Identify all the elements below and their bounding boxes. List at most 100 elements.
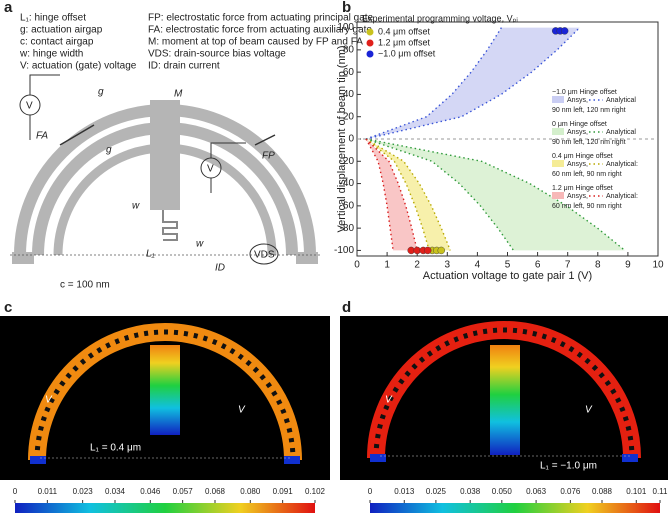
legend-swatch — [552, 96, 564, 103]
colorbar-tick-label: 0 — [13, 487, 18, 496]
analytical-line — [365, 138, 430, 251]
legend-swatch — [552, 160, 564, 167]
x-axis-label: Actuation voltage to gate pair 1 (V) — [423, 270, 592, 282]
y-tick-label: -60 — [340, 200, 355, 211]
y-tick-label: 100 — [337, 22, 354, 33]
sim-label: V — [385, 395, 393, 406]
x-tick-label: 9 — [625, 260, 631, 271]
x-tick-label: 8 — [595, 260, 601, 271]
y-tick-label: 20 — [343, 111, 355, 122]
legend-text: c: contact airgap — [20, 37, 94, 48]
x-tick-label: 3 — [445, 260, 451, 271]
legend-group-title: 0 μm Hinge offset — [552, 121, 607, 128]
diagram-label: g — [98, 87, 104, 98]
y-tick-label: -40 — [340, 178, 355, 189]
y-tick-label: 0 — [348, 134, 354, 145]
legend-text: FA: electrostatic force from actuating a… — [148, 25, 372, 36]
colorbar-tick-label: 0.050 — [492, 487, 513, 496]
legend-note: 90 nm left, 120 nm right — [552, 139, 626, 146]
diagram-label: g — [106, 145, 112, 156]
colorbar — [15, 503, 315, 513]
y-axis-label: Vertical displacement of beam tip (nm) — [336, 45, 348, 232]
colorbar-tick-label: 0.034 — [105, 487, 126, 496]
legend-group-title: 0.4 μm Hinge offset — [552, 153, 613, 160]
legend-text: g: actuation airgap — [20, 25, 103, 36]
legend-text: V: actuation (gate) voltage — [20, 61, 137, 72]
x-tick-label: 10 — [652, 260, 664, 271]
legend-text: Analytical: — [606, 193, 638, 200]
legend-text: Ansys, — [567, 129, 588, 136]
legend-text: Analytical — [606, 97, 636, 104]
legend-text: −1.0 μm offset — [378, 48, 436, 58]
legend-swatch — [552, 128, 564, 135]
legend-note: 60 nm left, 90 nm right — [552, 203, 622, 210]
sim-label: L₁ = 0.4 μm — [90, 443, 141, 454]
x-tick-label: 7 — [565, 260, 571, 271]
diagram-label: w — [196, 239, 204, 250]
diagram-label: V — [26, 101, 33, 112]
ansys-band — [366, 139, 418, 251]
legend-text: VDS: drain-source bias voltage — [148, 49, 286, 60]
legend-group-title: −1.0 μm Hinge offset — [552, 89, 617, 96]
diagram-label: FA — [36, 131, 48, 142]
colorbar-tick-label: 0.080 — [240, 487, 261, 496]
panel-label: b — [342, 0, 351, 16]
x-tick-label: 5 — [505, 260, 511, 271]
sim-label: L₁ = −1.0 μm — [540, 461, 597, 472]
sim-label: V — [585, 405, 593, 416]
analytical-line — [365, 138, 418, 251]
panel-label: c — [4, 299, 12, 316]
legend-text: ID: drain current — [148, 61, 220, 72]
colorbar-tick-label: 0.025 — [426, 487, 447, 496]
legend-swatch — [552, 192, 564, 199]
colorbar-tick-label: 0.11 — [653, 487, 668, 496]
analytical-line — [365, 138, 626, 251]
diagram-label: V — [207, 164, 214, 175]
legend-text: w: hinge width — [19, 49, 83, 60]
colorbar-tick-label: 0.023 — [73, 487, 94, 496]
diagram-label: c = 100 nm — [60, 280, 110, 291]
legend-text: Analytical: — [606, 161, 638, 168]
legend-marker — [366, 39, 374, 47]
colorbar-tick-label: 0.013 — [394, 487, 415, 496]
simulation-d — [367, 321, 641, 462]
x-tick-label: 1 — [384, 260, 390, 271]
y-tick-label: 60 — [343, 67, 355, 78]
ansys-band — [366, 139, 451, 251]
panel-label: a — [4, 0, 13, 16]
analytical-line — [365, 27, 581, 140]
ansys-band — [366, 27, 580, 140]
y-tick-label: 40 — [343, 89, 355, 100]
y-tick-label: -100 — [334, 245, 354, 256]
experimental-point — [424, 246, 432, 255]
colorbar-tick-label: 0.101 — [626, 487, 647, 496]
legend-text: Analytical — [606, 129, 636, 136]
colorbar-tick-label: 0.091 — [273, 487, 294, 496]
analytical-line — [365, 27, 503, 140]
colorbar-tick-label: 0.102 — [305, 487, 326, 496]
colorbar-tick-label: 0.057 — [173, 487, 194, 496]
diagram-label: FP — [262, 151, 275, 162]
legend-text: Ansys, — [567, 161, 588, 168]
x-tick-label: 4 — [475, 260, 481, 271]
legend-note: 90 nm left, 120 nm right — [552, 107, 626, 114]
colorbar-tick-label: 0.076 — [560, 487, 581, 496]
sim-label: V — [238, 405, 246, 416]
device-diagram — [10, 74, 320, 265]
legend-text: 0.4 μm offset — [378, 26, 431, 36]
sim-label: V — [45, 395, 53, 406]
colorbar-tick-label: 0.046 — [140, 487, 161, 496]
x-tick-label: 2 — [414, 260, 420, 271]
y-tick-label: -20 — [340, 156, 355, 167]
legend-note: 60 nm left, 90 nm right — [552, 171, 622, 178]
diagram-label: ID — [215, 263, 225, 274]
legend-text: 1.2 μm offset — [378, 37, 431, 47]
legend-marker — [366, 50, 374, 58]
colorbar-tick-label: 0.068 — [205, 487, 226, 496]
colorbar-tick-label: 0.063 — [526, 487, 547, 496]
legend-group-title: 1.2 μm Hinge offset — [552, 185, 613, 192]
colorbar — [370, 503, 660, 513]
legend-text: L₁: hinge offset — [20, 13, 86, 24]
experimental-point — [560, 27, 569, 35]
